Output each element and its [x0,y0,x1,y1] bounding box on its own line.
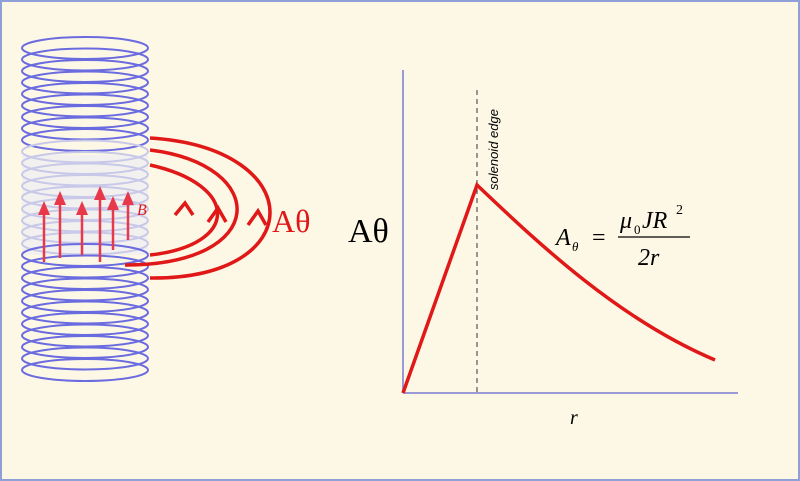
b-arrowhead [107,196,119,210]
b-label: B [137,202,147,219]
a-theta-curve [401,181,716,394]
formula: A θ = μ 0 JR 2 2r [554,203,690,271]
b-arrowhead [38,201,50,215]
arc-arrowheads [173,200,268,227]
b-arrowhead [122,191,134,205]
b-field-arrows [38,186,134,262]
field-arc [124,148,239,267]
formula-lhs-sub: θ [572,239,579,254]
b-arrowhead [76,201,88,215]
edge-label: solenoid edge [486,109,501,190]
coil-turn [21,346,149,371]
y-axis-label: Aθ [348,213,389,250]
x-axis-label: r [570,407,578,429]
a-field-lines [124,136,272,280]
coil-turn [21,358,149,382]
formula-mu-sub: 0 [634,222,641,237]
formula-mu: μ [619,208,632,234]
a-theta-label: Aθ [272,203,310,239]
b-arrowhead [94,186,106,200]
formula-sup: 2 [676,203,683,218]
b-arrowhead [54,191,66,205]
formula-denominator: 2r [638,245,660,271]
formula-equals: = [592,225,606,251]
field-arc [149,163,220,257]
formula-jr: JR [642,208,668,234]
formula-lhs: A [554,225,571,251]
field-arc [149,136,272,280]
